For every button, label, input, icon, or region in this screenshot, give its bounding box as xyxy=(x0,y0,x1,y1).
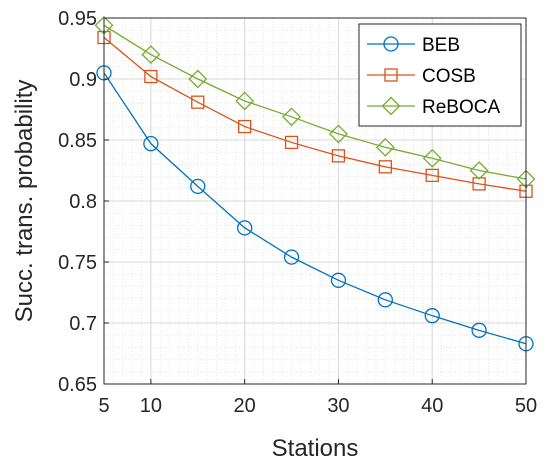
series-beb xyxy=(96,65,534,352)
data-point-beb xyxy=(283,249,300,265)
x-tick-label: 10 xyxy=(140,395,162,417)
legend-marker xyxy=(383,36,399,52)
data-point-cosb xyxy=(472,177,486,191)
legend-item-beb: BEB xyxy=(367,35,460,56)
legend-label: COSB xyxy=(422,66,476,87)
data-point-reboca xyxy=(188,69,208,89)
x-axis-label: Stations xyxy=(272,435,359,462)
y-tick-label: 0.65 xyxy=(58,374,97,396)
data-point-reboca xyxy=(329,124,348,144)
y-tick-label: 0.7 xyxy=(69,313,97,335)
y-tick-label: 0.9 xyxy=(69,69,97,91)
data-point-reboca xyxy=(141,45,161,65)
x-tick-label: 40 xyxy=(421,395,443,417)
data-point-cosb xyxy=(331,149,346,163)
data-point-reboca xyxy=(422,148,442,168)
series-line-cosb xyxy=(103,37,527,192)
legend-label: ReBOCA xyxy=(422,97,500,118)
legend-item-cosb: COSB xyxy=(367,66,476,87)
data-point-beb xyxy=(330,272,347,288)
legend-marker xyxy=(381,96,401,116)
legend-label: BEB xyxy=(422,35,460,56)
data-point-cosb xyxy=(144,69,158,84)
x-tick-label: 50 xyxy=(515,395,537,417)
data-point-reboca xyxy=(375,137,395,157)
y-tick-label: 0.85 xyxy=(58,130,97,152)
data-point-cosb xyxy=(284,135,299,150)
series-cosb xyxy=(97,30,533,198)
x-tick-label: 30 xyxy=(327,395,349,417)
data-point-cosb xyxy=(378,160,392,174)
y-tick-labels: 0.65 0.7 0.75 0.8 0.85 0.9 0.95 xyxy=(58,8,97,396)
data-point-cosb xyxy=(238,119,252,134)
data-point-beb xyxy=(377,292,393,308)
y-tick-label: 0.8 xyxy=(69,191,97,213)
series-line-reboca xyxy=(103,24,527,180)
legend: BEB COSB ReBOCA xyxy=(358,23,522,127)
legend-marker xyxy=(384,68,398,82)
x-tick-label: 20 xyxy=(234,395,256,417)
data-point-beb xyxy=(143,136,159,152)
data-point-cosb xyxy=(191,95,205,109)
data-point-reboca xyxy=(469,161,489,180)
y-axis-label: Succ. trans. probability xyxy=(11,80,38,323)
data-point-beb xyxy=(471,322,487,338)
data-point-reboca xyxy=(235,91,255,111)
data-point-cosb xyxy=(425,168,439,183)
data-point-beb xyxy=(424,308,440,324)
data-point-reboca xyxy=(282,107,301,127)
y-tick-label: 0.95 xyxy=(58,8,97,30)
data-point-beb xyxy=(190,178,206,195)
x-tick-labels: 5 10 20 30 40 50 xyxy=(98,395,537,417)
data-point-beb xyxy=(237,220,253,236)
series-line-beb xyxy=(103,72,527,345)
axis-ticks xyxy=(103,17,527,385)
y-tick-label: 0.75 xyxy=(58,252,97,274)
legend-item-reboca: ReBOCA xyxy=(367,96,500,118)
x-tick-label: 5 xyxy=(98,395,109,417)
